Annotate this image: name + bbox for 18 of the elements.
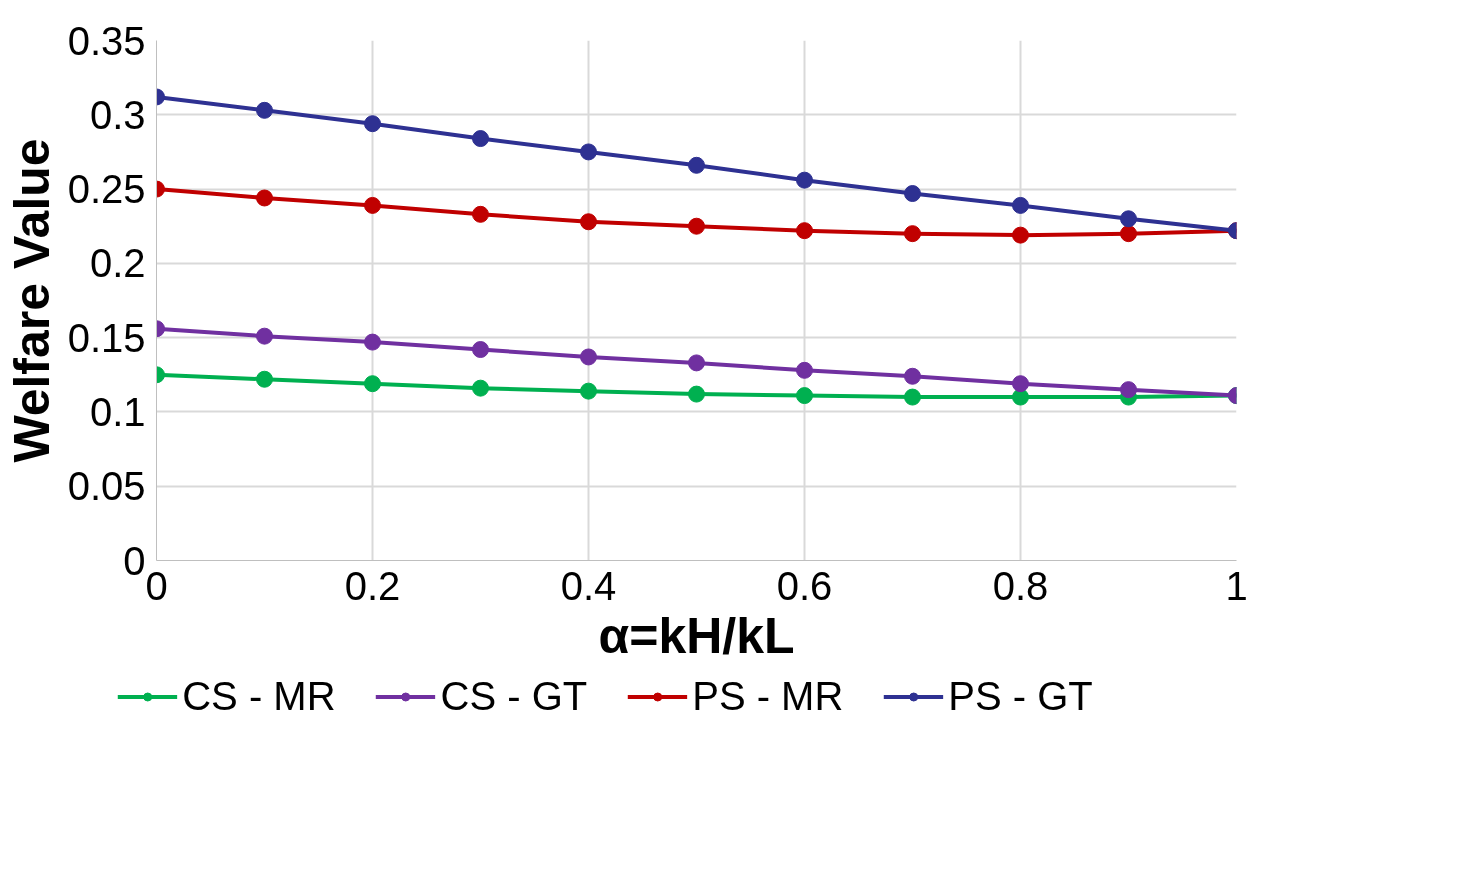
x-tick-label: 0.8 [992, 563, 1049, 608]
x-tick-label: 0.4 [560, 563, 617, 608]
x-tick-label: 0.6 [776, 563, 833, 608]
y-tick-label: 0.25 [67, 167, 146, 212]
y-tick-label: 0.1 [89, 389, 146, 434]
x-tick-label: 0.2 [344, 563, 401, 608]
x-tick-label: 1 [1225, 563, 1248, 608]
y-tick-label: 0.35 [67, 18, 146, 63]
y-axis-title: Welfare Value [3, 138, 60, 463]
y-tick-label: 0.05 [67, 464, 146, 509]
legend-label: CS - GT [440, 673, 588, 719]
legend-label: PS - MR [692, 673, 844, 719]
x-axis-title: α=kH/kL [598, 607, 795, 664]
y-tick-label: 0.2 [89, 241, 146, 286]
y-tick-label: 0.3 [89, 92, 146, 137]
legend-label: PS - GT [948, 673, 1093, 719]
legend-label: CS - MR [182, 673, 336, 719]
y-tick-label: 0.15 [67, 315, 146, 360]
